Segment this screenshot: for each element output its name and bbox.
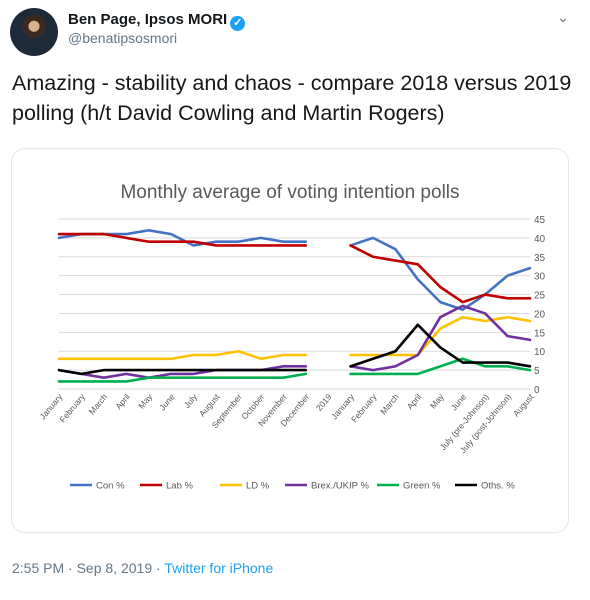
y-tick-label: 15	[534, 328, 546, 339]
series-line	[349, 315, 532, 357]
x-tick-label: June	[449, 392, 469, 413]
legend-label: LD %	[246, 481, 270, 492]
legend-label: Brex./UKIP %	[311, 481, 369, 492]
author-name-row[interactable]: Ben Page, Ipsos MORI ✓	[68, 11, 246, 31]
y-tick-label: 10	[534, 347, 546, 358]
y-tick-label: 45	[534, 215, 546, 226]
y-tick-label: 25	[534, 291, 546, 302]
series-line	[57, 349, 308, 361]
tweet-date[interactable]: Sep 8, 2019	[76, 560, 153, 576]
x-tick-label: August	[511, 391, 536, 418]
series-line	[349, 236, 532, 311]
series-line	[349, 323, 532, 368]
y-tick-label: 40	[534, 234, 546, 245]
legend-label: Lab %	[166, 481, 193, 492]
separator: ·	[156, 560, 161, 576]
x-tick-label: March	[87, 392, 110, 417]
series-line	[349, 304, 532, 372]
chart-title: Monthly average of voting intention poll…	[120, 182, 459, 203]
avatar[interactable]	[10, 8, 58, 56]
verified-badge-icon: ✓	[230, 16, 246, 31]
y-tick-label: 5	[534, 366, 540, 377]
y-tick-label: 0	[534, 385, 540, 396]
series-line	[57, 368, 308, 376]
chart-image[interactable]: Monthly average of voting intention poll…	[11, 148, 569, 533]
legend-label: Con %	[96, 481, 125, 492]
tweet-footer: 2:55 PM · Sep 8, 2019 · Twitter for iPho…	[12, 560, 273, 576]
source-app-link[interactable]: Twitter for iPhone	[164, 560, 274, 576]
author-handle[interactable]: @benatipsosmori	[68, 30, 178, 46]
separator: ·	[68, 560, 73, 576]
chevron-down-icon[interactable]: ⌄	[557, 9, 569, 25]
y-tick-label: 35	[534, 253, 546, 264]
voting-intention-chart: Monthly average of voting intention poll…	[37, 182, 546, 492]
x-tick-label: June	[157, 392, 177, 413]
series-line	[57, 372, 308, 383]
tweet-text: Amazing - stability and chaos - compare …	[12, 71, 572, 125]
tweet-time[interactable]: 2:55 PM	[12, 560, 65, 576]
series-line	[57, 232, 308, 247]
series-line	[349, 244, 532, 304]
x-tick-label: 2019	[314, 392, 334, 413]
y-tick-label: 30	[534, 272, 546, 283]
y-tick-label: 20	[534, 309, 546, 320]
series-line	[349, 357, 532, 376]
x-tick-label: April	[405, 392, 424, 412]
x-tick-label: May	[428, 391, 446, 410]
x-tick-label: July	[182, 391, 200, 410]
author-name[interactable]: Ben Page, Ipsos MORI	[68, 11, 228, 28]
x-tick-label: May	[136, 391, 154, 410]
legend-label: Oths. %	[481, 481, 515, 492]
x-tick-label: March	[378, 392, 401, 417]
x-tick-label: April	[113, 392, 132, 412]
legend-label: Green %	[403, 481, 441, 492]
